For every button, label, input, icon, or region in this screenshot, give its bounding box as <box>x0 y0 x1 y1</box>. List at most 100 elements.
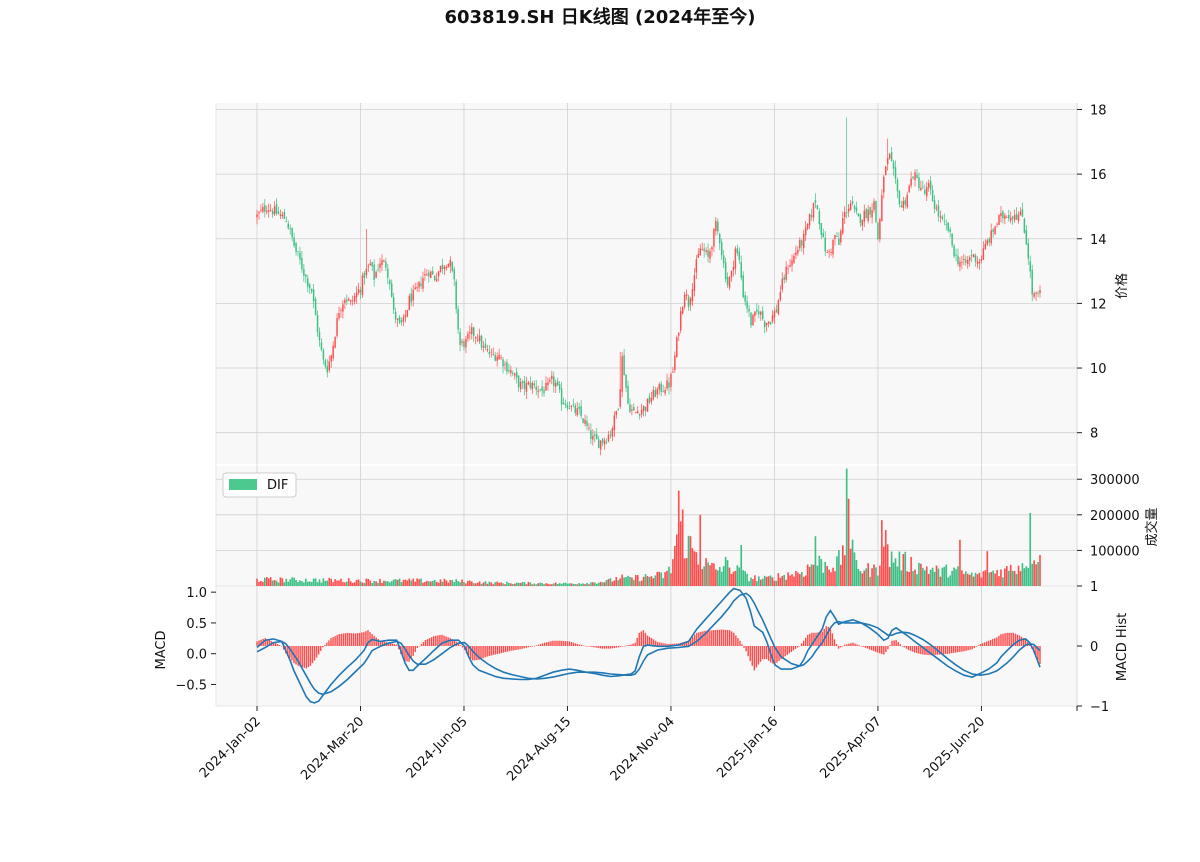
candle-body <box>976 261 979 264</box>
candle-body <box>910 178 912 186</box>
candle-body <box>285 221 288 223</box>
candle-body <box>814 200 817 203</box>
macd-hist-bar <box>560 640 562 646</box>
volume-bar <box>836 556 838 586</box>
candle-body <box>469 332 471 334</box>
candle-body <box>693 275 696 291</box>
macd-hist-bar <box>858 645 860 646</box>
candle-body <box>1000 212 1002 217</box>
candle-body <box>1031 269 1033 295</box>
volume-bar <box>463 582 465 586</box>
macd-hist-tick-label: −1 <box>1090 700 1109 715</box>
volume-bar <box>262 581 264 586</box>
candle-body <box>605 441 608 443</box>
volume-bar <box>1039 554 1041 586</box>
volume-bar <box>304 578 307 586</box>
candle-body <box>433 275 436 281</box>
candle-body <box>922 186 924 188</box>
candle-body <box>400 320 403 323</box>
volume-bar <box>308 581 311 586</box>
candle-body <box>392 297 395 310</box>
volume-bar <box>531 584 534 586</box>
volume-bar <box>970 572 973 586</box>
volume-bar <box>533 583 536 586</box>
macd-hist-bar <box>461 646 464 648</box>
macd-hist-bar <box>1037 646 1039 661</box>
candle-body <box>916 174 918 178</box>
macd-hist-bar <box>731 631 733 646</box>
candle-body <box>348 299 350 301</box>
volume-bar <box>607 579 610 586</box>
macd-hist-bar <box>961 646 963 652</box>
volume-bar <box>781 575 784 586</box>
volume-bar <box>953 567 955 586</box>
candle-body <box>637 411 639 414</box>
candle-body <box>1025 230 1028 245</box>
macd-hist-bar <box>433 636 435 646</box>
macd-hist-bar <box>389 643 392 646</box>
volume-bar <box>357 579 360 586</box>
volume-bar <box>984 570 987 586</box>
candle-body <box>291 227 293 238</box>
volume-bar <box>619 578 622 586</box>
candle-body <box>541 386 543 391</box>
candle-body <box>968 257 971 261</box>
candle-body <box>644 407 647 411</box>
macd-hist-bar <box>957 646 959 653</box>
volume-bar <box>787 572 789 586</box>
macd-hist-bar <box>881 646 883 654</box>
candle-body <box>978 261 981 264</box>
candle-body <box>927 183 930 188</box>
macd-hist-bar <box>443 635 445 646</box>
macd-hist-bar <box>472 646 474 661</box>
candle-body <box>404 314 407 318</box>
macd-hist-bar <box>500 646 503 654</box>
macd-hist-bar <box>422 642 425 646</box>
candle-body <box>508 370 510 372</box>
macd-hist-bar <box>599 646 601 649</box>
candle-body <box>267 210 270 212</box>
macd-hist-bar <box>934 646 936 655</box>
volume-bar <box>539 582 541 586</box>
volume-bar <box>552 583 555 586</box>
candle-body <box>711 247 713 250</box>
candle-body <box>635 411 637 413</box>
candle-body <box>851 200 854 204</box>
macd-hist-bar <box>377 639 379 646</box>
candle-body <box>617 408 619 410</box>
candle-body <box>584 419 586 424</box>
volume-bar <box>441 581 444 586</box>
volume-bar <box>537 583 539 586</box>
candle-body <box>695 259 698 273</box>
volume-bar <box>980 577 983 586</box>
macd-hist-bar <box>671 643 673 646</box>
macd-hist-bar <box>839 646 842 648</box>
candle-body <box>549 379 551 382</box>
macd-hist-bar <box>507 646 509 652</box>
candle-body <box>754 311 756 316</box>
macd-hist-bar <box>920 646 922 655</box>
candle-body <box>560 388 563 405</box>
volume-bar <box>769 575 772 586</box>
candle-body <box>623 355 625 375</box>
macd-hist-bar <box>794 646 797 649</box>
candle-body <box>707 249 709 257</box>
macd-hist-bar <box>1022 638 1025 646</box>
macd-hist-bar <box>687 640 690 646</box>
candle-body <box>959 261 961 267</box>
candle-body <box>398 316 401 323</box>
macd-hist-bar <box>521 646 523 649</box>
volume-bar <box>576 584 579 586</box>
candle-body <box>566 404 569 409</box>
macd-hist-bar <box>317 646 320 655</box>
volume-bar <box>494 582 497 586</box>
volume-bar <box>644 574 647 586</box>
candle-body <box>572 404 575 406</box>
macd-hist-bar <box>476 646 478 661</box>
volume-bar <box>840 564 842 586</box>
macd-hist-bar <box>998 635 1000 646</box>
volume-bar <box>982 571 985 586</box>
legend-patch <box>229 479 257 490</box>
volume-bar <box>1009 564 1012 586</box>
macd-hist-bar <box>743 646 745 648</box>
